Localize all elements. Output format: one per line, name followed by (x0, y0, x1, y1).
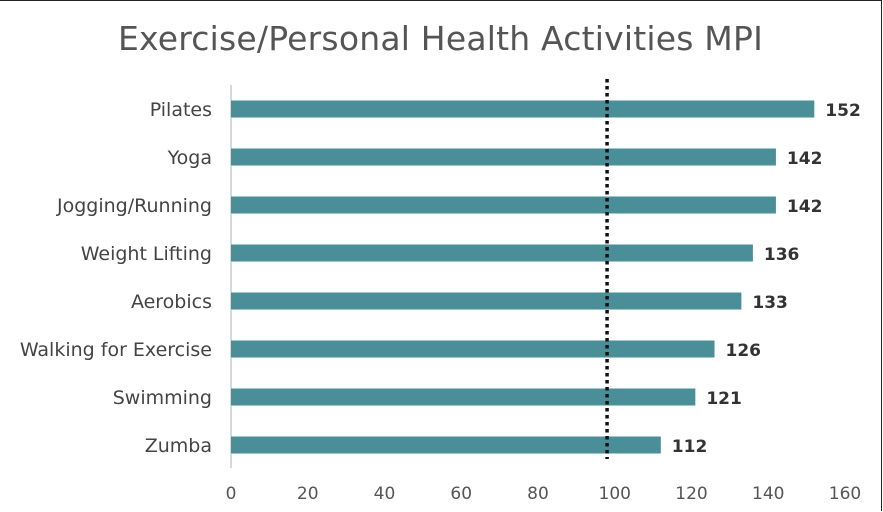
x-tick-label: 40 (374, 484, 396, 504)
x-tick-label: 160 (829, 484, 861, 504)
category-label: Walking for Exercise (20, 339, 212, 361)
category-label: Aerobics (131, 291, 212, 313)
category-label: Pilates (150, 99, 212, 121)
category-label: Yoga (167, 147, 212, 169)
x-tick-label: 20 (297, 484, 319, 504)
bar-walking-for-exercise (231, 340, 715, 358)
chart-title: Exercise/Personal Health Activities MPI (118, 19, 763, 58)
category-label: Jogging/Running (56, 195, 212, 217)
value-label: 121 (706, 389, 742, 409)
bar-weight-lifting (231, 244, 753, 262)
value-label: 142 (787, 149, 823, 169)
value-label: 142 (787, 197, 823, 217)
category-label: Weight Lifting (81, 243, 212, 265)
value-label: 136 (764, 245, 800, 265)
x-tick-label: 80 (527, 484, 549, 504)
x-tick-label: 0 (226, 484, 237, 504)
bar-swimming (231, 388, 696, 406)
value-label: 133 (752, 293, 788, 313)
x-tick-label: 100 (599, 484, 631, 504)
bar-zumba (231, 436, 661, 454)
value-label: 112 (672, 437, 708, 457)
bar-aerobics (231, 292, 742, 310)
bar-jogging-running (231, 196, 776, 214)
category-label: Zumba (145, 435, 212, 457)
bar-yoga (231, 148, 776, 166)
x-tick-label: 120 (675, 484, 707, 504)
bar-pilates (231, 100, 815, 118)
value-label: 126 (726, 341, 762, 361)
x-tick-label: 60 (450, 484, 472, 504)
value-label: 152 (825, 101, 861, 121)
x-tick-label: 140 (752, 484, 784, 504)
category-label: Swimming (113, 387, 212, 409)
